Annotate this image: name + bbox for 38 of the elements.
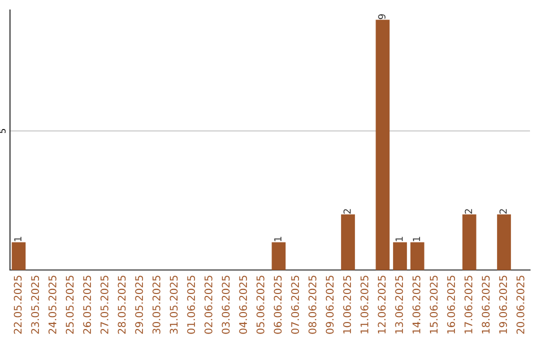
- x-tick-label: 10.06.2025: [343, 276, 352, 334]
- x-tick-label: 26.05.2025: [83, 276, 92, 334]
- data-label: 1: [412, 236, 420, 242]
- x-tick-label: 02.06.2025: [204, 276, 212, 334]
- x-tick-label: 09.06.2025: [326, 276, 334, 334]
- x-tick-label: 14.06.2025: [412, 276, 420, 334]
- x-tick-label: 12.06.2025: [378, 276, 386, 334]
- x-tick-label: 25.05.2025: [66, 276, 74, 334]
- x-tick-label: 16.06.2025: [447, 276, 456, 334]
- x-tick-label: 01.06.2025: [187, 276, 196, 334]
- x-tick-label: 13.06.2025: [395, 276, 404, 334]
- x-tick-label: 18.06.2025: [482, 276, 490, 334]
- data-label: 2: [499, 209, 507, 214]
- data-label: 2: [343, 209, 351, 214]
- data-label: 1: [274, 236, 282, 242]
- x-tick-label: 27.05.2025: [100, 276, 108, 334]
- data-label: 2: [464, 209, 472, 214]
- x-tick-label: 17.06.2025: [464, 276, 472, 334]
- data-label: 1: [396, 236, 403, 242]
- x-tick-label: 19.06.2025: [499, 276, 508, 334]
- x-tick-label: 08.06.2025: [308, 276, 316, 334]
- x-tick-label: 24.05.2025: [48, 276, 56, 334]
- x-tick-label: 20.06.2025: [516, 276, 524, 334]
- x-tick-label: 06.06.2025: [274, 276, 282, 334]
- x-tick-label: 11.06.2025: [360, 276, 368, 334]
- x-tick-label: 29.05.2025: [135, 276, 144, 334]
- x-tick-label: 23.05.2025: [31, 276, 40, 334]
- x-tick-label: 03.06.2025: [222, 276, 230, 334]
- x-tick-label: 04.06.2025: [239, 276, 248, 334]
- x-tick-label: 30.05.2025: [152, 276, 160, 334]
- x-tick-label: 28.05.2025: [118, 276, 126, 334]
- x-tick-label: 31.05.2025: [170, 276, 178, 334]
- x-tick-label: 22.05.2025: [14, 276, 22, 334]
- data-label: 1: [14, 236, 22, 242]
- x-tick-label: 15.06.2025: [430, 276, 438, 334]
- data-label: 9: [378, 14, 386, 20]
- x-tick-label: 05.06.2025: [256, 276, 264, 334]
- x-tick-label: 07.06.2025: [291, 276, 300, 334]
